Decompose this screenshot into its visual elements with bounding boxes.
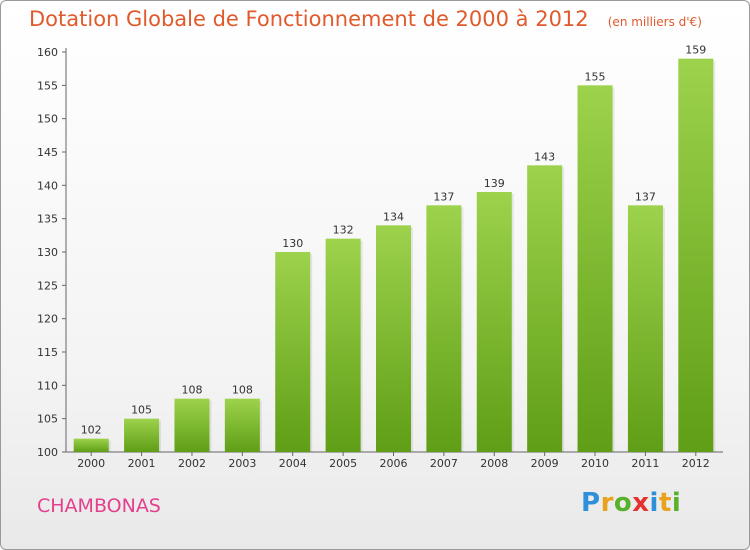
y-tick-label: 135 (37, 213, 58, 226)
logo-letter: P (581, 488, 601, 518)
bar (678, 58, 714, 453)
logo-letter: x (632, 488, 650, 518)
x-tick-label: 2004 (279, 457, 307, 470)
bar-value-label: 139 (484, 177, 505, 190)
y-tick-label: 105 (37, 413, 58, 426)
x-tick-label: 2011 (631, 457, 659, 470)
bar-value-label: 143 (534, 150, 555, 163)
chart-title: Dotation Globale de Fonctionnement de 20… (29, 7, 589, 31)
y-tick-label: 125 (37, 279, 58, 292)
bar-value-label: 159 (685, 44, 706, 57)
title-row: Dotation Globale de Fonctionnement de 20… (29, 7, 702, 31)
y-tick-label: 115 (37, 346, 58, 359)
bar (174, 398, 210, 452)
bar-value-label: 105 (131, 404, 152, 417)
y-tick-label: 110 (37, 379, 58, 392)
y-tick-label: 150 (37, 113, 58, 126)
logo-letter: o (613, 488, 633, 518)
y-tick-label: 145 (37, 146, 58, 159)
logo-letter: t (658, 488, 672, 518)
x-tick-label: 2005 (329, 457, 357, 470)
bar (476, 192, 512, 452)
logo-letter: i (649, 488, 659, 518)
bar (376, 225, 411, 452)
bar (325, 238, 361, 452)
x-tick-label: 2001 (128, 457, 156, 470)
y-tick-label: 120 (37, 313, 58, 326)
bar (527, 165, 563, 453)
commune-name: CHAMBONAS (37, 495, 161, 517)
bar-value-label: 137 (433, 190, 454, 203)
x-tick-label: 2007 (430, 457, 458, 470)
x-tick-label: 2012 (682, 457, 710, 470)
bar (73, 438, 109, 452)
bar (124, 418, 160, 452)
bar-value-label: 132 (333, 224, 354, 237)
y-tick-label: 160 (37, 46, 58, 59)
x-tick-label: 2010 (581, 457, 609, 470)
x-tick-label: 2000 (77, 457, 105, 470)
bar (426, 205, 462, 452)
logo-letter: i (671, 488, 682, 518)
x-tick-label: 2006 (380, 457, 408, 470)
x-tick-label: 2009 (531, 457, 559, 470)
bar-value-label: 155 (585, 70, 606, 83)
bar (275, 252, 311, 452)
x-tick-label: 2002 (178, 457, 206, 470)
chart-subtitle: (en milliers d'€) (607, 15, 702, 29)
y-tick-label: 130 (37, 246, 58, 259)
bar-value-label: 130 (282, 237, 303, 250)
bar-value-label: 108 (181, 384, 202, 397)
x-tick-label: 2008 (480, 457, 508, 470)
x-tick-label: 2003 (228, 457, 256, 470)
bar-value-label: 134 (383, 210, 404, 223)
bar (224, 398, 260, 452)
bar (627, 205, 663, 452)
y-tick-label: 100 (37, 446, 58, 459)
bar-value-label: 137 (635, 190, 656, 203)
logo-letter: r (600, 488, 614, 518)
y-tick-label: 140 (37, 179, 58, 192)
proxiti-logo: Proxiti (581, 488, 681, 518)
bar-value-label: 102 (81, 424, 102, 437)
y-tick-label: 155 (37, 79, 58, 92)
bar-value-label: 108 (232, 384, 253, 397)
bar (577, 85, 613, 452)
